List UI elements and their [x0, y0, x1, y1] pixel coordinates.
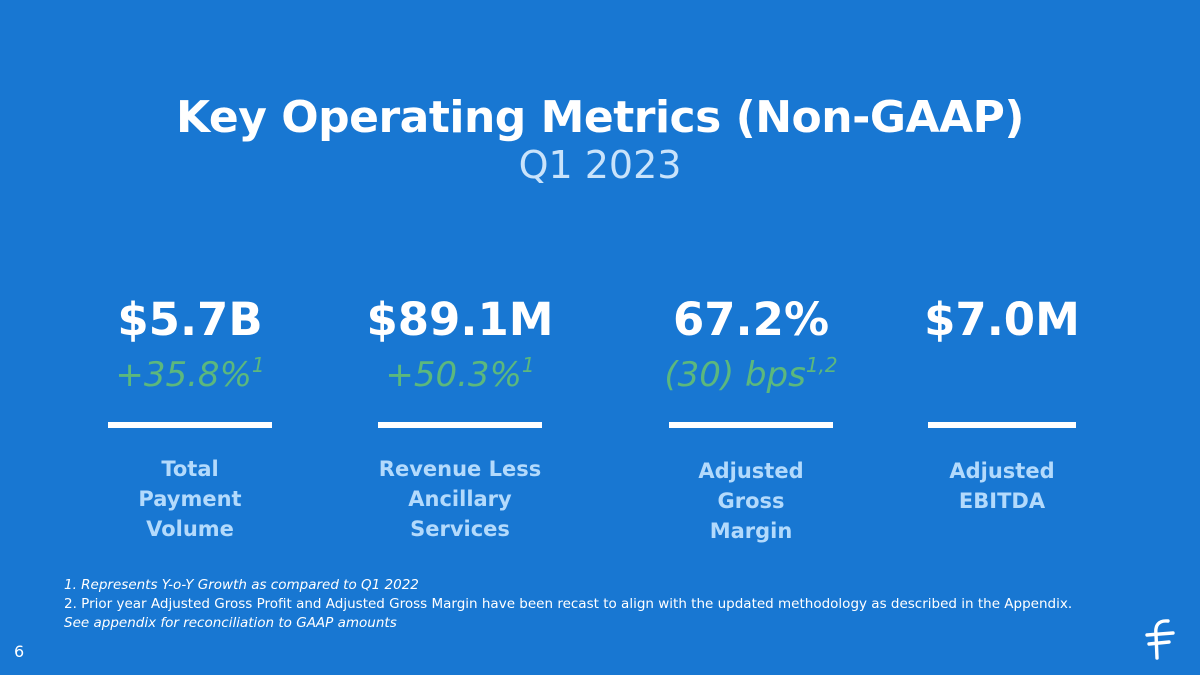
- metric-label: Revenue Less Ancillary Services: [378, 457, 542, 541]
- metric-value: 67.2%: [672, 293, 830, 346]
- metric-total-payment-volume: $5.7B +35.8%1 Total Payment Volume: [100, 290, 280, 544]
- metric-value: $5.7B: [117, 293, 263, 346]
- metric-growth: +35.8%1: [115, 353, 265, 395]
- footnote-2: 2. Prior year Adjusted Gross Profit and …: [64, 596, 1073, 612]
- metric-adjusted-ebitda: $7.0M Adjusted EBITDA: [905, 290, 1099, 516]
- footnote-ref: 1,2: [805, 353, 838, 377]
- footnote-ref: 1: [251, 353, 265, 377]
- metric-label: Adjusted EBITDA: [949, 459, 1055, 513]
- metric-label: Adjusted Gross Margin: [698, 459, 804, 543]
- metric-label: Total Payment Volume: [138, 457, 242, 541]
- footnote-ref: 1: [521, 353, 535, 377]
- footnote-3: See appendix for reconciliation to GAAP …: [64, 615, 397, 631]
- metric-growth: [905, 350, 1099, 400]
- metric-adjusted-gross-margin: 67.2% (30) bps1,2 Adjusted Gross Margin: [640, 290, 862, 546]
- metric-divider: [928, 422, 1076, 428]
- metric-value: $7.0M: [924, 293, 1080, 346]
- flywire-logo-icon: [1145, 619, 1175, 660]
- page-subtitle: Q1 2023: [518, 143, 682, 187]
- metric-growth: +50.3%1: [385, 353, 535, 395]
- metric-divider: [378, 422, 542, 428]
- metric-divider: [108, 422, 272, 428]
- metric-growth: (30) bps1,2: [664, 353, 838, 395]
- page-title: Key Operating Metrics (Non-GAAP): [176, 92, 1024, 143]
- footnote-1: 1. Represents Y-o-Y Growth as compared t…: [64, 577, 419, 593]
- footnotes: 1. Represents Y-o-Y Growth as compared t…: [64, 576, 1072, 633]
- metric-divider: [669, 422, 833, 428]
- metric-value: $89.1M: [366, 293, 554, 346]
- metric-revenue-less-ancillary: $89.1M +50.3%1 Revenue Less Ancillary Se…: [352, 290, 568, 544]
- page-number: 6: [14, 642, 25, 661]
